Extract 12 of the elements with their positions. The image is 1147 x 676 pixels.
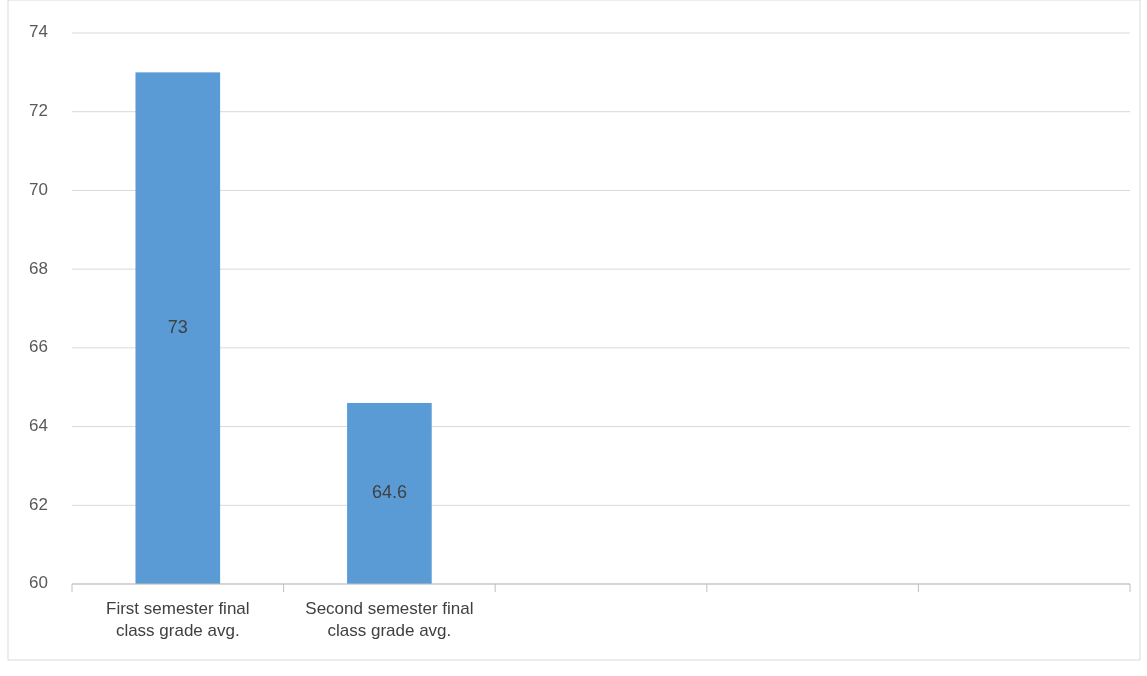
y-tick-label: 62: [29, 494, 48, 514]
y-tick-label: 70: [29, 179, 48, 199]
y-tick-label: 68: [29, 258, 48, 278]
y-tick-label: 74: [29, 22, 48, 42]
y-tick-label: 60: [29, 573, 48, 593]
y-tick-label: 66: [29, 337, 48, 357]
x-tick-label: First semester final class grade avg.: [106, 599, 250, 640]
y-tick-label: 64: [29, 416, 48, 436]
data-label: 64.6: [371, 482, 407, 503]
y-tick-label: 72: [29, 101, 48, 121]
data-label: 73: [167, 316, 188, 337]
x-tick-label: Second semester final class grade avg.: [305, 599, 474, 640]
